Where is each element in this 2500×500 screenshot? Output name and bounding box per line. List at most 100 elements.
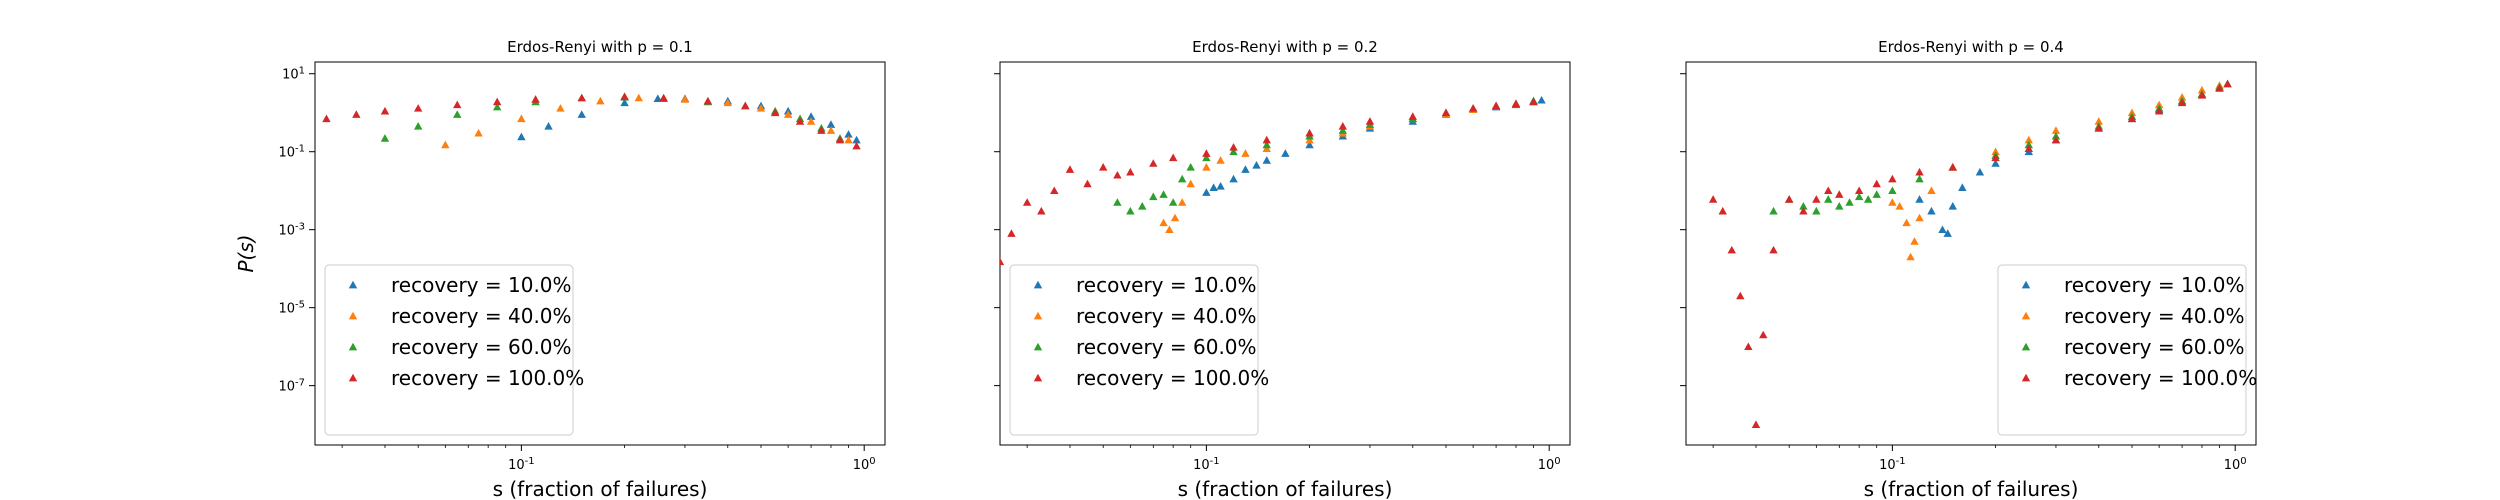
legend-marker <box>348 342 358 351</box>
data-point <box>659 93 668 102</box>
y-tick-label: 10-1 <box>278 143 305 161</box>
data-point <box>1906 252 1915 261</box>
data-point <box>1888 186 1897 195</box>
chart-panel-2: Erdos-Renyi with p = 0.2 s (fraction of f… <box>994 38 1571 500</box>
data-point <box>517 114 526 123</box>
legend-box <box>324 264 574 436</box>
data-point <box>1812 206 1821 215</box>
data-point <box>756 104 766 112</box>
data-point <box>1751 420 1761 428</box>
data-point <box>1229 143 1238 151</box>
data-point <box>1168 198 1178 206</box>
x-tick-label: 100 <box>1538 456 1561 474</box>
data-point <box>1138 202 1147 210</box>
data-point <box>1441 108 1451 117</box>
data-point <box>1241 165 1250 173</box>
data-point <box>1915 195 1924 203</box>
data-point <box>1948 163 1957 171</box>
legend-entry: recovery = 60.0% <box>391 335 572 359</box>
legend-entry: recovery = 100.0% <box>2064 366 2257 390</box>
legend-entry: recovery = 40.0% <box>391 304 572 328</box>
data-point <box>413 122 423 130</box>
x-tick-label: 10-1 <box>508 456 535 474</box>
data-point <box>1708 195 1718 203</box>
data-point <box>556 104 565 112</box>
legend-entry: recovery = 10.0% <box>391 273 572 297</box>
data-point <box>1065 165 1075 173</box>
data-point <box>2127 114 2137 123</box>
data-point <box>826 120 836 128</box>
data-point <box>1835 202 1844 210</box>
y-tick-label: 10-7 <box>278 377 305 395</box>
data-point <box>741 101 750 110</box>
data-markers <box>1000 95 1546 266</box>
data-point <box>1186 163 1195 171</box>
chart-title: Erdos-Renyi with p = 0.1 <box>507 38 693 56</box>
data-point <box>1863 195 1873 203</box>
series-3 <box>1769 83 2224 215</box>
data-point <box>453 110 462 118</box>
data-point <box>1216 156 1225 164</box>
legend-entry: recovery = 60.0% <box>1076 335 1257 359</box>
data-point <box>1759 330 1768 339</box>
data-point <box>474 128 483 137</box>
data-point <box>1784 195 1794 203</box>
data-point <box>1262 156 1271 164</box>
data-point <box>1229 174 1238 183</box>
data-point <box>852 141 861 150</box>
data-point <box>1910 237 1919 245</box>
chart-panel-1: Erdos-Renyi with p = 0.1 s (fraction of f… <box>234 38 886 500</box>
y-tick-label: 101 <box>282 65 305 83</box>
data-point <box>380 106 390 115</box>
data-point <box>1888 174 1897 183</box>
chart-panel-3: Erdos-Renyi with p = 0.4 s (fraction of f… <box>1680 38 2257 500</box>
legend-box <box>1009 264 1259 436</box>
data-point <box>2024 144 2034 152</box>
data-point <box>1812 195 1821 203</box>
data-point <box>1007 229 1016 237</box>
data-markers <box>1708 79 2232 428</box>
legend-marker <box>348 280 358 289</box>
data-point <box>2094 117 2103 125</box>
data-point <box>1126 167 1135 176</box>
data-point <box>1902 218 1911 227</box>
x-tick-label: 100 <box>853 456 876 474</box>
data-point <box>1744 342 1753 351</box>
data-point <box>1927 206 1936 215</box>
legend-marker <box>2021 373 2031 382</box>
data-point <box>783 110 793 118</box>
data-point <box>1186 179 1195 188</box>
data-point <box>1305 140 1314 149</box>
legend-marker <box>1033 342 1043 351</box>
data-point <box>1888 198 1897 206</box>
data-point <box>844 130 853 138</box>
series-2 <box>441 93 853 149</box>
data-point <box>1022 198 1032 206</box>
data-point <box>1948 202 1957 210</box>
legend: recovery = 10.0% recovery = 40.0% recovery… <box>324 264 584 436</box>
data-point <box>1202 188 1211 196</box>
x-tick-label: 10-1 <box>1879 456 1906 474</box>
y-axis-label: P(s) <box>234 234 258 272</box>
x-tick-label: 10-1 <box>1193 456 1220 474</box>
data-point <box>2051 126 2061 134</box>
x-axis-label: s (fraction of failures) <box>493 477 708 500</box>
data-point <box>1305 128 1314 137</box>
series-4 <box>322 92 861 150</box>
data-point <box>1050 186 1059 195</box>
legend: recovery = 10.0% recovery = 40.0% recovery… <box>1997 264 2257 436</box>
legend: recovery = 10.0% recovery = 40.0% recovery… <box>1009 264 1269 436</box>
data-point <box>1159 190 1168 198</box>
data-point <box>806 117 816 125</box>
legend-entry: recovery = 100.0% <box>1076 366 1269 390</box>
data-point <box>1168 153 1178 162</box>
data-point <box>1262 135 1271 144</box>
data-point <box>2215 84 2224 92</box>
data-point <box>1854 192 1864 201</box>
data-point <box>1365 117 1375 125</box>
data-point <box>1202 163 1211 171</box>
data-point <box>1727 245 1736 254</box>
chart-title: Erdos-Renyi with p = 0.2 <box>1192 38 1378 56</box>
legend-box <box>1997 264 2247 436</box>
